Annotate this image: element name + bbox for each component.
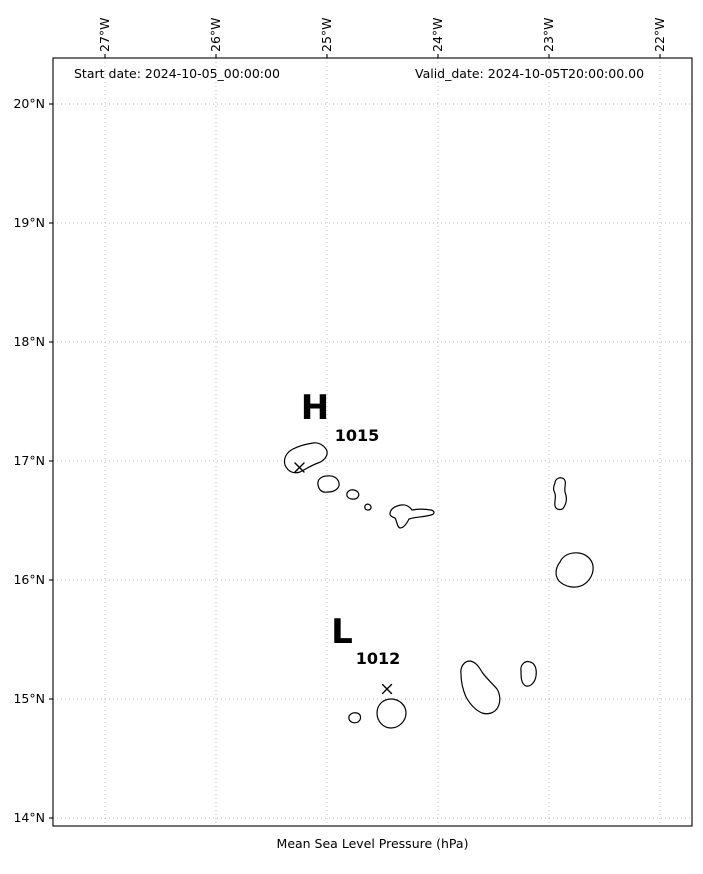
island-boa-vista (555, 552, 594, 588)
x-tick-label-22w: 22°W (652, 17, 667, 52)
island-santo-antao (283, 442, 328, 474)
x-tick-label-26w: 26°W (208, 17, 223, 52)
low-center-x-marker (381, 683, 393, 695)
x-tick-label-27w: 27°W (97, 17, 112, 52)
island-santiago (460, 660, 501, 715)
island-sao-vicente (317, 475, 340, 493)
y-tick-label-20n: 20°N (13, 96, 45, 111)
island-branco-islet (364, 503, 372, 511)
high-pressure-symbol: H (300, 388, 330, 428)
y-tick-label-15n: 15°N (13, 691, 45, 706)
gridlines (53, 58, 692, 826)
island-maio (520, 660, 537, 687)
island-sao-nicolau (389, 504, 435, 529)
island-brava (348, 712, 362, 724)
low-pressure-value: 1012 (355, 649, 401, 668)
y-tick-label-14n: 14°N (13, 810, 45, 825)
high-center-x-marker (294, 462, 305, 473)
island-fogo (376, 698, 407, 729)
plot-frame (52, 57, 693, 827)
valid-date-label: Valid_date: 2024-10-05T20:00:00.00 (415, 66, 645, 81)
coastlines (283, 442, 594, 729)
x-tick-label-24w: 24°W (430, 17, 445, 52)
y-tick-label-18n: 18°N (13, 334, 45, 349)
y-tick-label-19n: 19°N (13, 215, 45, 230)
island-santa-luzia (346, 489, 360, 500)
low-pressure-symbol: L (331, 612, 353, 652)
island-sal (552, 477, 567, 511)
high-pressure-value: 1015 (334, 426, 380, 445)
x-tick-label-23w: 23°W (541, 17, 556, 52)
x-axis-title: Mean Sea Level Pressure (hPa) (276, 836, 469, 851)
start-date-label: Start date: 2024-10-05_00:00:00 (74, 66, 280, 81)
y-tick-label-16n: 16°N (13, 572, 45, 587)
x-tick-label-25w: 25°W (319, 17, 334, 52)
axis-tick-marks (49, 54, 661, 819)
y-tick-label-17n: 17°N (13, 453, 45, 468)
